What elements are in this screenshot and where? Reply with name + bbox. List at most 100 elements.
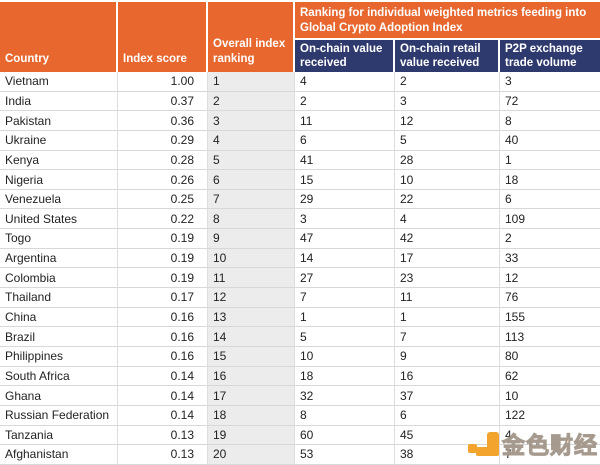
cell-onchain-retail-rank: 37 <box>395 386 500 406</box>
cell-country: Ukraine <box>0 130 118 151</box>
cell-index-score: 0.16 <box>118 307 208 328</box>
cell-index-score: 0.16 <box>118 327 208 347</box>
cell-p2p-rank: 80 <box>500 347 600 367</box>
cell-country: Ghana <box>0 386 118 406</box>
cell-country: Vietnam <box>0 72 118 92</box>
cell-onchain-value-rank: 3 <box>295 209 395 230</box>
header-onchain-retail-value-received: On-chain retail value received <box>395 40 500 72</box>
table-row: India 0.37 2 2 3 72 <box>0 91 600 112</box>
cell-overall-index-ranking: 16 <box>208 366 295 387</box>
table-row: United States 0.22 8 3 4 109 <box>0 209 600 230</box>
cell-index-score: 0.14 <box>118 366 208 387</box>
cell-overall-index-ranking: 10 <box>208 248 295 269</box>
cell-p2p-rank: 4 <box>500 426 600 446</box>
header-metrics-group-block: Ranking for individual weighted metrics … <box>295 2 600 72</box>
cell-onchain-retail-rank: 9 <box>395 346 500 367</box>
table-row: Brazil 0.16 14 5 7 113 <box>0 327 600 347</box>
table-row: Togo 0.19 9 47 42 2 <box>0 229 600 249</box>
table-row: Pakistan 0.36 3 11 12 8 <box>0 111 600 131</box>
table-row: Philippines 0.16 15 10 9 80 <box>0 346 600 367</box>
cell-overall-index-ranking: 1 <box>208 72 295 92</box>
cell-index-score: 0.13 <box>118 445 208 465</box>
cell-country: Brazil <box>0 327 118 347</box>
cell-index-score: 0.19 <box>118 268 208 289</box>
table-row: Venezuela 0.25 7 29 22 6 <box>0 189 600 210</box>
cell-onchain-value-rank: 1 <box>295 307 395 328</box>
cell-p2p-rank: 6 <box>500 190 600 210</box>
cell-p2p-rank: 18 <box>500 170 600 190</box>
cell-index-score: 0.13 <box>118 425 208 446</box>
cell-index-score: 0.17 <box>118 288 208 308</box>
cell-p2p-rank: 10 <box>500 386 600 406</box>
header-metric-subcolumns: On-chain value received On-chain retail … <box>295 40 600 72</box>
cell-overall-index-ranking: 15 <box>208 346 295 367</box>
table-row: Nigeria 0.26 6 15 10 18 <box>0 170 600 190</box>
cell-onchain-retail-rank: 22 <box>395 189 500 210</box>
cell-index-score: 1.00 <box>118 72 208 92</box>
cell-overall-index-ranking: 18 <box>208 405 295 426</box>
cell-overall-index-ranking: 4 <box>208 130 295 151</box>
cell-p2p-rank: 122 <box>500 406 600 426</box>
cell-onchain-value-rank: 10 <box>295 346 395 367</box>
cell-p2p-rank: 72 <box>500 92 600 112</box>
cell-p2p-rank: 2 <box>500 229 600 249</box>
cell-onchain-value-rank: 53 <box>295 445 395 465</box>
cell-country: Thailand <box>0 288 118 308</box>
cell-country: Argentina <box>0 248 118 269</box>
table-row: Afghanistan 0.13 20 53 38 7 <box>0 445 600 465</box>
cell-p2p-rank: 76 <box>500 288 600 308</box>
cell-onchain-value-rank: 47 <box>295 229 395 249</box>
cell-overall-index-ranking: 17 <box>208 386 295 406</box>
cell-onchain-value-rank: 14 <box>295 248 395 269</box>
table-row: Russian Federation 0.14 18 8 6 122 <box>0 405 600 426</box>
cell-overall-index-ranking: 20 <box>208 445 295 465</box>
cell-p2p-rank: 113 <box>500 327 600 347</box>
cell-overall-index-ranking: 6 <box>208 170 295 190</box>
cell-onchain-retail-rank: 16 <box>395 366 500 387</box>
cell-country: Afghanistan <box>0 445 118 465</box>
table-row: Kenya 0.28 5 41 28 1 <box>0 150 600 171</box>
cell-p2p-rank: 7 <box>500 445 600 465</box>
cell-onchain-retail-rank: 42 <box>395 229 500 249</box>
table-row: Ukraine 0.29 4 6 5 40 <box>0 130 600 151</box>
table-row: Argentina 0.19 10 14 17 33 <box>0 248 600 269</box>
header-p2p-exchange-trade-volume: P2P exchange trade volume <box>500 40 600 72</box>
cell-p2p-rank: 3 <box>500 72 600 92</box>
cell-index-score: 0.28 <box>118 150 208 171</box>
cell-onchain-retail-rank: 6 <box>395 405 500 426</box>
table-row: Colombia 0.19 11 27 23 12 <box>0 268 600 289</box>
table-row: Ghana 0.14 17 32 37 10 <box>0 386 600 406</box>
cell-index-score: 0.19 <box>118 229 208 249</box>
header-overall-ranking: Overall index ranking <box>208 2 295 72</box>
cell-country: India <box>0 91 118 112</box>
cell-overall-index-ranking: 9 <box>208 229 295 249</box>
cell-overall-index-ranking: 5 <box>208 150 295 171</box>
cell-country: Pakistan <box>0 111 118 131</box>
cell-p2p-rank: 155 <box>500 308 600 328</box>
table-row: China 0.16 13 1 1 155 <box>0 307 600 328</box>
cell-onchain-retail-rank: 1 <box>395 307 500 328</box>
cell-onchain-retail-rank: 17 <box>395 248 500 269</box>
cell-overall-index-ranking: 11 <box>208 268 295 289</box>
cell-country: Venezuela <box>0 189 118 210</box>
cell-p2p-rank: 8 <box>500 111 600 131</box>
cell-p2p-rank: 40 <box>500 131 600 151</box>
cell-country: Nigeria <box>0 170 118 190</box>
cell-onchain-value-rank: 29 <box>295 189 395 210</box>
cell-p2p-rank: 1 <box>500 151 600 171</box>
cell-country: Togo <box>0 229 118 249</box>
cell-country: Russian Federation <box>0 405 118 426</box>
table-body: Vietnam 1.00 1 4 2 3 India 0.37 2 2 3 72… <box>0 72 600 465</box>
cell-p2p-rank: 12 <box>500 268 600 289</box>
cell-onchain-retail-rank: 10 <box>395 170 500 190</box>
cell-index-score: 0.29 <box>118 130 208 151</box>
cell-onchain-value-rank: 11 <box>295 111 395 131</box>
cell-onchain-value-rank: 6 <box>295 130 395 151</box>
header-onchain-value-received: On-chain value received <box>295 40 395 72</box>
table-row: South Africa 0.14 16 18 16 62 <box>0 366 600 387</box>
cell-onchain-value-rank: 15 <box>295 170 395 190</box>
cell-onchain-value-rank: 8 <box>295 405 395 426</box>
cell-onchain-value-rank: 4 <box>295 72 395 92</box>
cell-overall-index-ranking: 14 <box>208 327 295 347</box>
